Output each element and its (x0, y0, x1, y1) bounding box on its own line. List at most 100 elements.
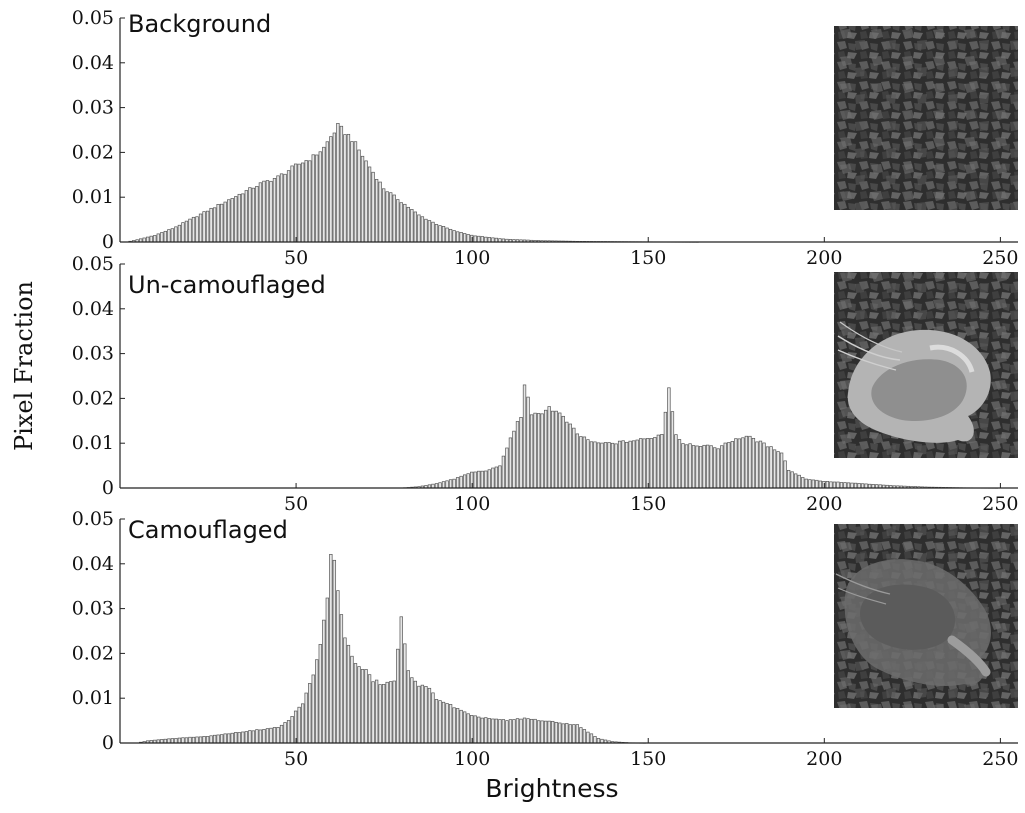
histogram-bar (293, 163, 298, 243)
histogram-bar (589, 733, 594, 744)
histogram-bar (508, 437, 513, 489)
histogram-bar (329, 553, 333, 744)
histogram-bar (357, 666, 361, 744)
histogram-bar (850, 482, 854, 489)
histogram-bar (765, 446, 770, 489)
histogram-bar (258, 729, 263, 744)
histogram-bar (360, 155, 365, 243)
histogram-bar (241, 731, 245, 744)
histogram-bar (505, 720, 509, 744)
histogram-bar (734, 438, 738, 489)
histogram-bar (198, 736, 203, 744)
panel-camouflaged: 0 0.01 0.02 0.03 0.04 0.05 50 100 150 200 250 Cam… (72, 508, 1019, 770)
histogram-bar (346, 644, 351, 744)
histogram-bar (417, 685, 421, 744)
histogram-bar (716, 448, 720, 489)
histogram-bar (487, 237, 491, 243)
histogram-bar (378, 181, 382, 243)
histogram-bar (142, 237, 146, 243)
histogram-bar (484, 470, 488, 489)
histogram-bar (431, 692, 435, 744)
y-tick-label: 0.01 (72, 432, 114, 454)
histogram-bar (498, 465, 502, 489)
histogram-bar (748, 435, 752, 489)
histogram-bar (198, 213, 203, 243)
histogram-bar (561, 723, 565, 744)
histogram-bar (209, 735, 213, 744)
x-tick-label: 250 (982, 748, 1018, 770)
histogram-bar (455, 231, 460, 243)
histogram-bar (758, 440, 763, 489)
histogram-bar (318, 151, 322, 243)
histogram-bar (565, 421, 569, 489)
histogram-bar (804, 478, 808, 489)
histogram-bar (216, 204, 220, 243)
histogram-bar (283, 722, 287, 744)
histogram-bar (276, 175, 280, 243)
histogram-bar (367, 674, 372, 744)
histogram-bar (410, 209, 414, 243)
histogram-bar (146, 236, 150, 243)
histogram-bar (646, 438, 650, 489)
panel-title: Background (128, 10, 271, 38)
histogram-bar (188, 218, 192, 243)
panel-title: Camouflaged (128, 516, 288, 544)
y-ticks: 0 0.01 0.02 0.03 0.04 0.05 (72, 508, 125, 754)
histogram-bar (343, 134, 347, 243)
y-tick-label: 0.05 (72, 7, 114, 29)
histogram-bar (558, 722, 562, 744)
histogram-bar (441, 481, 446, 489)
histogram-bar (311, 674, 315, 744)
histogram-bar (547, 406, 551, 489)
histogram-bar (223, 733, 227, 744)
histogram-bar (797, 474, 801, 489)
histogram-bar (382, 684, 386, 744)
x-tick-label: 200 (806, 493, 842, 515)
histogram-bar (149, 235, 153, 243)
histogram-bar (533, 412, 537, 489)
histogram-bar (744, 435, 749, 489)
y-tick-label: 0 (102, 732, 114, 754)
histogram-bar (621, 440, 625, 489)
y-tick-label: 0.04 (72, 52, 114, 74)
histogram-bar (491, 467, 495, 489)
histogram-bar (269, 727, 273, 744)
histogram-bar (515, 421, 520, 489)
histogram-bar (561, 415, 565, 489)
histogram-bar (596, 442, 601, 489)
histogram-bar (529, 718, 534, 744)
histogram-bar (434, 224, 439, 243)
histogram-bar (220, 734, 224, 744)
histogram-bar (322, 619, 326, 744)
x-tick-label: 100 (454, 748, 490, 770)
y-tick-label: 0.02 (72, 141, 114, 163)
y-tick-label: 0.01 (72, 186, 114, 208)
histogram-bar (389, 192, 393, 243)
histogram-bar (815, 479, 819, 489)
histogram-bar (522, 384, 527, 489)
histogram-bar (336, 123, 340, 243)
histogram-bar (265, 180, 270, 243)
histogram-bar (554, 721, 558, 744)
x-tick-label: 250 (982, 493, 1018, 515)
histogram-bar (448, 479, 453, 489)
x-tick-label: 50 (284, 748, 308, 770)
histogram-bar (603, 442, 608, 489)
histogram-bar (607, 442, 611, 489)
histogram-bar (181, 737, 185, 744)
histogram-bar (790, 471, 794, 489)
histogram-bar (248, 187, 252, 243)
histogram-bar (589, 441, 594, 489)
histogram-bar (473, 715, 477, 744)
histogram-bar (582, 436, 587, 489)
histogram-bar (519, 718, 523, 744)
histogram-bar (329, 136, 333, 243)
histogram-bar (466, 713, 470, 744)
histogram-bar (480, 470, 484, 489)
histogram-bar (723, 442, 727, 489)
histogram-bar (755, 441, 759, 489)
x-tick-label: 150 (630, 493, 666, 515)
histogram-bar (276, 727, 280, 744)
histogram-bar (248, 730, 252, 744)
histogram-bar (308, 683, 312, 744)
